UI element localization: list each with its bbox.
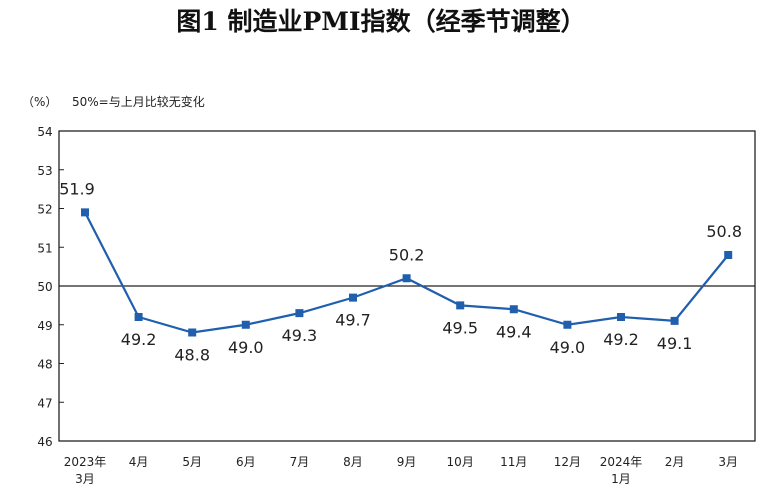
y-tick-label: 46 [37, 435, 52, 449]
data-label: 49.0 [550, 338, 586, 357]
data-label: 49.5 [442, 318, 478, 337]
y-tick-label: 47 [37, 396, 52, 410]
x-tick-label: 1月 [611, 472, 631, 486]
x-tick-label: 9月 [397, 455, 417, 469]
y-tick-label: 49 [37, 319, 52, 333]
x-tick-label: 2024年 [600, 455, 643, 469]
data-label: 49.4 [496, 322, 532, 341]
data-point [295, 309, 304, 318]
chart-title: 图1 制造业PMI指数（经季节调整） [176, 7, 585, 36]
x-tick-label: 10月 [447, 455, 474, 469]
data-label: 49.2 [603, 330, 639, 349]
x-tick-label: 3月 [718, 455, 738, 469]
data-point [670, 316, 679, 325]
data-point [617, 313, 625, 321]
data-point [509, 305, 518, 314]
x-tick-label: 8月 [343, 455, 363, 469]
data-point [241, 320, 250, 329]
data-label: 48.8 [174, 346, 210, 365]
series-line [84, 211, 730, 334]
data-point [724, 251, 733, 259]
data-label: 49.7 [335, 311, 371, 330]
y-tick-label: 51 [37, 241, 52, 255]
data-label: 51.9 [59, 179, 95, 198]
y-tick-label: 50 [37, 280, 52, 294]
data-point [349, 293, 357, 302]
x-tick-label: 4月 [129, 455, 149, 469]
data-point [563, 320, 572, 329]
data-point [81, 208, 89, 217]
data-label: 50.2 [389, 245, 425, 264]
x-tick-label: 6月 [236, 455, 256, 469]
data-label: 49.0 [228, 338, 264, 357]
y-axis-unit: （%） [22, 95, 57, 109]
y-tick-label: 53 [37, 164, 52, 178]
x-tick-label: 12月 [554, 455, 581, 469]
x-tick-label: 5月 [182, 455, 202, 469]
x-tick-label: 2月 [665, 455, 685, 469]
data-point [402, 274, 411, 283]
x-tick-label: 3月 [75, 472, 95, 486]
x-tick-label: 11月 [500, 455, 527, 469]
y-tick-label: 52 [37, 203, 52, 217]
data-label: 49.2 [121, 330, 157, 349]
annotation: 50%=与上月比较无变化 [72, 94, 205, 109]
data-label: 49.1 [657, 334, 693, 353]
data-point [456, 301, 465, 310]
x-tick-label: 7月 [290, 455, 310, 469]
data-label: 49.3 [282, 326, 318, 345]
y-tick-label: 48 [37, 358, 52, 372]
data-point [134, 313, 143, 321]
data-label: 50.8 [706, 222, 742, 241]
x-tick-label: 2023年 [64, 455, 107, 469]
data-point [188, 328, 197, 337]
y-tick-label: 54 [37, 125, 52, 139]
